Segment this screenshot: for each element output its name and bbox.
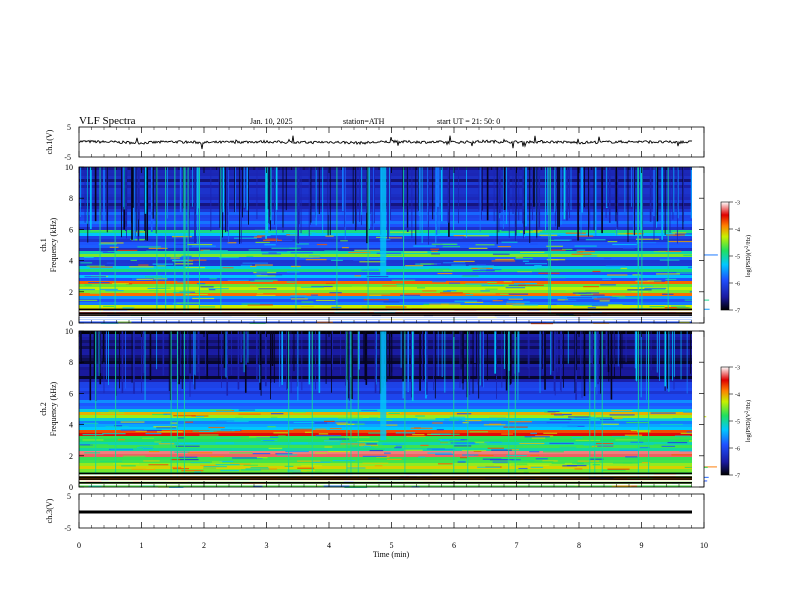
station-label: station=ATH bbox=[343, 117, 385, 126]
ch1-ylabel: ch.1(V) bbox=[45, 129, 54, 154]
spectrogram-row bbox=[79, 281, 692, 285]
spectrogram-ytick-label: 4 bbox=[69, 421, 73, 430]
colorbar-tick-label: -4 bbox=[735, 393, 740, 399]
spectrogram-row bbox=[79, 484, 692, 488]
spectrogram-row bbox=[79, 448, 692, 452]
spectrogram-row bbox=[79, 293, 692, 297]
ch1-spec-ylabel-channel: ch.1 bbox=[39, 238, 48, 252]
spectrogram-ytick-label: 0 bbox=[69, 319, 73, 328]
spectrogram-row bbox=[79, 466, 692, 470]
ch3-ytick-top: 5 bbox=[67, 492, 71, 501]
ch1-spectrogram-panel: 0 2 4 6 8 10 ch.1 Frequency (kHz) bbox=[39, 163, 718, 328]
ch1-ytick-top: 5 bbox=[67, 123, 71, 132]
spectrogram-ytick-label: 10 bbox=[65, 163, 73, 172]
spectrogram-row bbox=[79, 445, 692, 449]
spectrogram-row bbox=[79, 463, 692, 467]
spectrogram-ytick-label: 2 bbox=[69, 452, 73, 461]
spectrogram-ytick-label: 6 bbox=[69, 225, 73, 234]
spectrogram-ytick-label: 8 bbox=[69, 358, 73, 367]
colorbar-tick-label: -6 bbox=[735, 447, 740, 453]
ch3-waveform-panel: 5 -5 ch.3(V) bbox=[45, 492, 705, 533]
spectrogram-ytick-label: 10 bbox=[65, 327, 73, 336]
spectrogram-row bbox=[79, 299, 692, 303]
time-tick-label: 4 bbox=[327, 541, 331, 550]
ch1-spec-ylabel-frequency: Frequency (kHz) bbox=[49, 217, 58, 272]
colorbar-tick-label: -5 bbox=[735, 255, 740, 261]
ch2-spec-ylabel-channel: ch.2 bbox=[39, 402, 48, 416]
time-axis-ticks: 0 1 2 3 4 5 6 7 8 9 10 bbox=[77, 127, 708, 550]
spectrogram-row bbox=[79, 460, 692, 464]
colorbar-tick-label: -7 bbox=[735, 309, 740, 315]
colorbar-tick-label: -6 bbox=[735, 282, 740, 288]
ch1-waveform-panel: 5 -5 ch.1(V) bbox=[45, 123, 705, 162]
ch1-colorbar: -3 -4 -5 -6 -7 log(PSD)(V2/Hz) bbox=[720, 201, 752, 315]
ch3-ylabel: ch.3(V) bbox=[45, 498, 54, 523]
spectrogram-row bbox=[79, 302, 692, 306]
ch1-waveform-trace bbox=[78, 135, 693, 150]
spectrogram-row bbox=[79, 296, 692, 300]
time-tick-label: 1 bbox=[140, 541, 144, 550]
spectrogram-row bbox=[79, 290, 692, 294]
spectrogram-row bbox=[79, 320, 692, 324]
ch2-spectrogram-panel: 0 2 4 6 8 10 ch.2 Frequency (kHz) bbox=[39, 327, 717, 492]
ch2-spectrogram-image bbox=[79, 331, 717, 489]
ch1-colorbar-label: log(PSD)(V2/Hz) bbox=[745, 235, 752, 277]
time-tick-label: 7 bbox=[515, 541, 519, 550]
colorbar-tick-label: -5 bbox=[735, 420, 740, 426]
ch2-colorbar-label: log(PSD)(V2/Hz) bbox=[745, 400, 752, 442]
colorbar-tick-label: -3 bbox=[735, 366, 740, 372]
ch1-spectrogram-image bbox=[79, 167, 718, 325]
colorbar-tick-label: -3 bbox=[735, 201, 740, 207]
date-label: Jan. 10, 2025 bbox=[250, 117, 293, 126]
spectrogram-ytick-label: 6 bbox=[69, 389, 73, 398]
ch1-ytick-bottom: -5 bbox=[64, 153, 71, 162]
time-tick-label: 8 bbox=[577, 541, 581, 550]
spectrogram-row bbox=[79, 469, 692, 473]
time-tick-label: 5 bbox=[390, 541, 394, 550]
time-tick-label: 6 bbox=[452, 541, 456, 550]
time-tick-label: 10 bbox=[700, 541, 708, 550]
time-tick-label: 2 bbox=[202, 541, 206, 550]
spectrogram-row bbox=[79, 457, 692, 461]
ch2-colorbar: -3 -4 -5 -6 -7 log(PSD)(V2/Hz) bbox=[720, 366, 752, 480]
colorbar-tick-label: -7 bbox=[735, 474, 740, 480]
ch3-ytick-bottom: -5 bbox=[64, 524, 71, 533]
time-tick-label: 0 bbox=[77, 541, 81, 550]
spectrogram-ytick-label: 4 bbox=[69, 257, 73, 266]
time-tick-label: 9 bbox=[640, 541, 644, 550]
spectrogram-ytick-label: 0 bbox=[69, 483, 73, 492]
x-axis-label: Time (min) bbox=[373, 550, 410, 559]
figure-title: VLF Spectra bbox=[79, 115, 136, 127]
spectrogram-row bbox=[79, 287, 692, 291]
time-tick-label: 3 bbox=[265, 541, 269, 550]
spectrogram-row bbox=[79, 278, 692, 282]
spectrogram-ytick-label: 2 bbox=[69, 288, 73, 297]
ch1-waveform-line bbox=[78, 135, 693, 150]
spectrogram-row bbox=[79, 439, 692, 443]
start-time-label: start UT = 21: 50: 0 bbox=[437, 117, 500, 126]
colorbar-tick-label: -4 bbox=[735, 228, 740, 234]
ch2-spec-ylabel-frequency: Frequency (kHz) bbox=[49, 381, 58, 436]
spectrogram-row bbox=[79, 454, 692, 458]
spectrogram-ytick-label: 8 bbox=[69, 194, 73, 203]
